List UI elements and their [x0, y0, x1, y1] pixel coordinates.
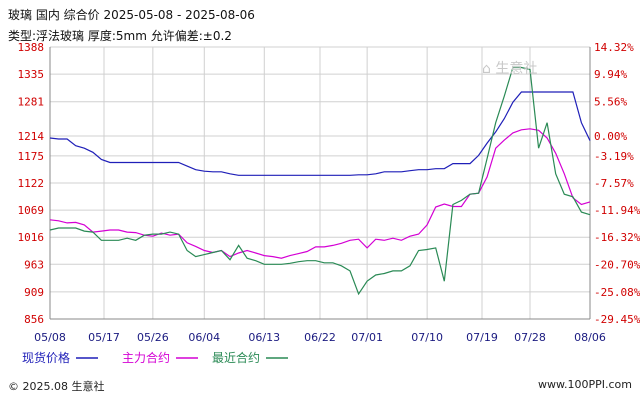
y-left-tick-label: 1214: [18, 130, 45, 143]
y-left-tick-label: 1122: [18, 177, 45, 190]
x-tick-label: 07/19: [466, 331, 498, 344]
y-left-tick-label: 1016: [18, 231, 45, 244]
y-left-tick-label: 909: [24, 286, 44, 299]
y-right-tick-label: -7.57%: [594, 177, 634, 190]
x-tick-label: 07/01: [351, 331, 383, 344]
x-tick-label: 05/17: [88, 331, 120, 344]
grid-lines: [49, 46, 591, 320]
watermark-logo: ⌂ 生意社: [482, 58, 537, 78]
watermark-text: 生意社: [495, 61, 538, 77]
legend-label: 现货价格: [22, 350, 70, 365]
x-tick-label: 05/26: [137, 331, 169, 344]
x-tick-label: 06/04: [188, 331, 220, 344]
chart-legend: 现货价格 主力合约 最近合约: [22, 350, 288, 365]
y-left-tick-label: 1175: [18, 150, 45, 163]
y-right-tick-label: -20.70%: [594, 258, 640, 271]
tick-labels: 1388 14.32% 1335 9.94% 1281 5.56% 1214 0.00% 117…: [18, 41, 640, 344]
y-right-tick-label: 14.32%: [594, 41, 634, 54]
x-tick-label: 06/22: [304, 331, 336, 344]
y-right-tick-label: -25.08%: [594, 286, 640, 299]
series-lines: [49, 66, 591, 296]
y-right-tick-label: -3.19%: [594, 150, 634, 163]
y-left-tick-label: 1388: [18, 41, 45, 54]
y-left-tick-label: 1335: [18, 68, 45, 81]
y-left-tick-label: 1069: [18, 204, 45, 217]
page-title: 玻璃 国内 综合价 2025-05-08 - 2025-08-06: [8, 8, 255, 22]
legend-label: 主力合约: [122, 350, 170, 365]
y-right-tick-label: 5.56%: [594, 96, 627, 109]
series-line-1: [49, 91, 591, 176]
y-right-tick-label: -16.32%: [594, 231, 640, 244]
series-line-3: [49, 66, 591, 296]
y-left-tick-label: 1281: [18, 96, 45, 109]
x-tick-label: 07/28: [514, 331, 546, 344]
legend-label: 最近合约: [212, 350, 260, 365]
house-icon: ⌂: [482, 61, 491, 77]
series-line-2: [49, 128, 591, 259]
chart-axes: [49, 47, 591, 320]
y-right-tick-label: 0.00%: [594, 130, 627, 143]
y-right-tick-label: 9.94%: [594, 68, 627, 81]
x-tick-label: 06/13: [248, 331, 280, 344]
y-right-tick-label: -11.94%: [594, 204, 640, 217]
x-tick-label: 08/06: [574, 331, 606, 344]
page-subtitle: 类型:浮法玻璃 厚度:5mm 允许偏差:±0.2: [8, 29, 232, 43]
x-tick-label: 05/08: [34, 331, 66, 344]
footer-copyright: © 2025.08 生意社: [8, 380, 105, 393]
y-left-tick-label: 856: [24, 313, 44, 326]
y-right-tick-label: -29.45%: [594, 313, 640, 326]
x-tick-label: 07/10: [411, 331, 443, 344]
footer-site-link[interactable]: www.100PPI.com: [538, 378, 632, 391]
y-left-tick-label: 963: [24, 258, 44, 271]
